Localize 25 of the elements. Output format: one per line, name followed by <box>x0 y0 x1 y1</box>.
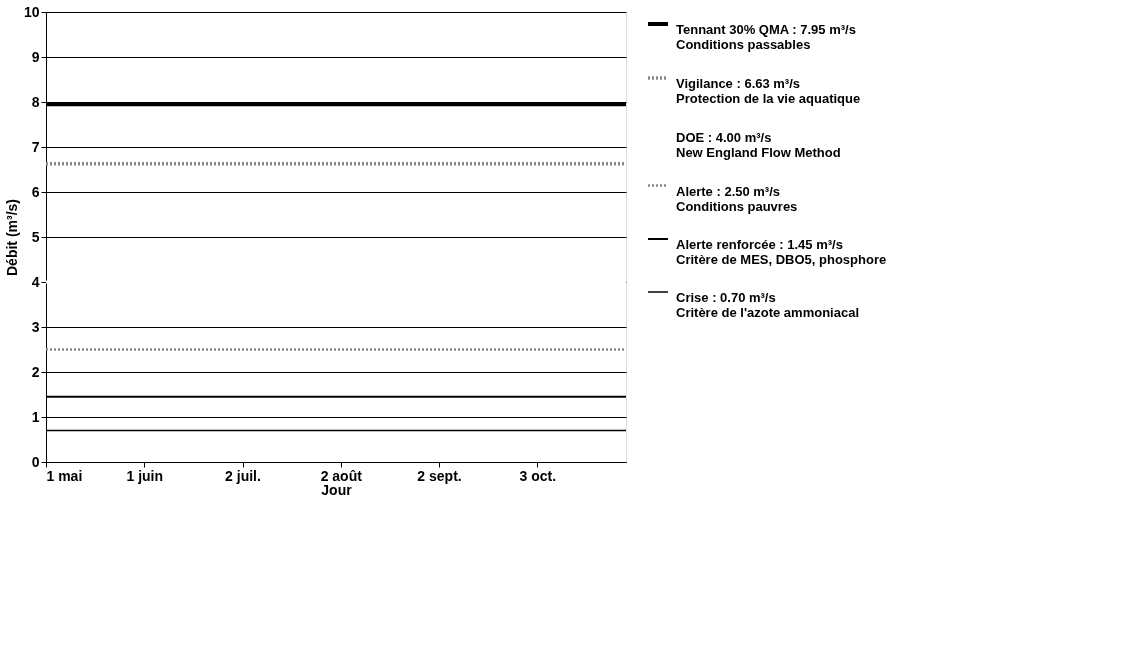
y-tick-label: 2 <box>31 363 40 380</box>
legend-label: Alerte renforcée : 1.45 m³/s Critère de MES, DBO5, phosphore <box>676 237 887 267</box>
y-tick-label: 3 <box>31 318 40 335</box>
y-axis-title: Débit (m³/s) <box>3 199 20 276</box>
legend-label: Vigilance : 6.63 m³/s Protection de la vie aquatique <box>676 76 861 106</box>
x-tick-label: 2 août <box>320 467 363 484</box>
y-tick-label: 5 <box>31 228 40 245</box>
x-tick-label: 2 sept. <box>417 467 462 484</box>
y-tick-label: 8 <box>31 93 40 110</box>
y-tick-label: 6 <box>31 183 40 200</box>
legend-label: Tennant 30% QMA : 7.95 m³/s Conditions passables <box>676 22 856 52</box>
x-tick-label: 1 mai <box>46 467 83 484</box>
legend-label: Alerte : 2.50 m³/s Conditions pauvres <box>676 183 798 214</box>
x-tick-label: 3 oct. <box>519 467 557 484</box>
x-tick-label: 1 juin <box>126 467 164 484</box>
text: DOE : 4.00 m³/s New England Flow Method <box>676 129 841 160</box>
legend-label: Crise : 0.70 m³/s Critère de l'azote ammoniacal <box>676 290 859 320</box>
y-tick-label: 0 <box>31 453 40 470</box>
x-tick-label: 2 juil. <box>225 467 261 484</box>
y-tick-label: 10 <box>23 3 40 20</box>
y-tick-label: 4 <box>31 273 40 290</box>
y-tick-label: 7 <box>31 138 40 155</box>
x-axis-title: Jour <box>321 481 353 498</box>
y-tick-label: 1 <box>31 408 40 425</box>
y-tick-label: 9 <box>31 48 40 65</box>
